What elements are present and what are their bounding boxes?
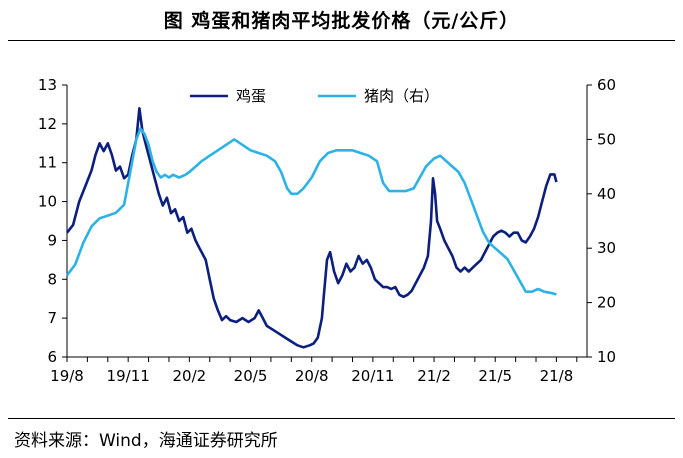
- x-tick-label: 20/8: [295, 367, 329, 385]
- left-tick-label: 12: [38, 115, 57, 133]
- x-tick-label: 21/5: [478, 367, 512, 385]
- pork-series-line: [65, 127, 557, 296]
- x-tick-label: 20/5: [234, 367, 268, 385]
- left-tick-label: 10: [38, 193, 57, 211]
- left-tick-label: 13: [38, 76, 57, 94]
- left-tick-label: 11: [38, 154, 57, 172]
- egg-series-line: [65, 107, 558, 349]
- series-lines: [65, 107, 558, 349]
- top-rule: [8, 40, 675, 41]
- right-tick-label: 20: [597, 294, 616, 312]
- x-tick-label: 20/11: [351, 367, 394, 385]
- right-tick-label: 10: [597, 348, 616, 366]
- right-tick-label: 60: [597, 76, 616, 94]
- left-tick-label: 7: [47, 309, 57, 327]
- legend-label-pork: 猪肉（右）: [364, 87, 439, 105]
- x-tick-label: 21/2: [417, 367, 451, 385]
- left-tick-label: 8: [47, 270, 57, 288]
- x-tick-label: 20/2: [173, 367, 207, 385]
- bottom-rule: [8, 418, 675, 419]
- legend-label-egg: 鸡蛋: [236, 87, 266, 105]
- x-tick-label: 21/8: [540, 367, 574, 385]
- right-tick-label: 50: [597, 130, 616, 148]
- source-note: 资料来源：Wind，海通证券研究所: [14, 431, 278, 451]
- axes: 6 7 8 9 10 11 12 13 10 20 30 40 50 60 19/8 19/11 20/2 20/…: [38, 76, 616, 385]
- left-tick-label: 9: [47, 231, 57, 249]
- right-tick-label: 30: [597, 239, 616, 257]
- x-tick-label: 19/8: [50, 367, 84, 385]
- right-tick-label: 40: [597, 185, 616, 203]
- legend: 鸡蛋 猪肉（右）: [190, 87, 439, 105]
- chart-title: 图 鸡蛋和猪肉平均批发价格（元/公斤）: [163, 10, 520, 32]
- chart-area: 6 7 8 9 10 11 12 13 10 20 30 40 50 60 19/8 19/11 20/2 20/…: [38, 76, 616, 385]
- left-tick-label: 6: [47, 348, 57, 366]
- x-tick-label: 19/11: [107, 367, 150, 385]
